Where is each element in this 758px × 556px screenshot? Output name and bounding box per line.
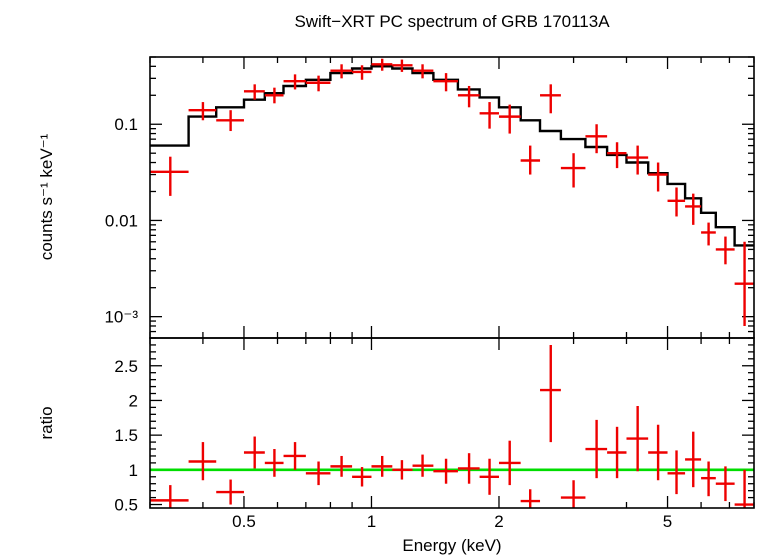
y-tick-label: 2 bbox=[129, 391, 138, 410]
ratio-panel: 0.5 1 1.5 2 2.5 ratio bbox=[37, 337, 755, 515]
data-point bbox=[685, 193, 702, 225]
data-point bbox=[433, 458, 458, 484]
data-point bbox=[479, 102, 499, 129]
data-point bbox=[283, 74, 306, 90]
x-tick-label: 0.5 bbox=[232, 512, 256, 531]
data-point bbox=[715, 466, 735, 502]
data-point bbox=[648, 424, 668, 481]
data-point bbox=[305, 75, 331, 92]
data-point bbox=[667, 450, 686, 495]
ratio-data-points bbox=[150, 344, 754, 508]
spectrum-data-points bbox=[150, 58, 754, 326]
data-point bbox=[701, 222, 716, 246]
y-tick-label: 2.5 bbox=[114, 357, 138, 376]
data-point bbox=[264, 449, 284, 477]
data-point bbox=[498, 104, 521, 134]
data-point bbox=[648, 162, 668, 192]
y-tick-label: 0.1 bbox=[114, 115, 138, 134]
data-point bbox=[540, 344, 561, 443]
data-point bbox=[243, 84, 265, 100]
data-point bbox=[701, 461, 716, 497]
data-point bbox=[734, 469, 754, 508]
data-point bbox=[540, 84, 561, 114]
data-point bbox=[188, 442, 217, 481]
spectrum-y-tick-labels: 0.1 0.01 10⁻³ bbox=[104, 115, 138, 326]
data-point bbox=[479, 458, 499, 495]
data-point bbox=[607, 426, 627, 479]
ratio-panel-frame bbox=[149, 337, 755, 509]
ratio-panel-ticks bbox=[149, 338, 755, 508]
data-point bbox=[330, 64, 353, 79]
data-point bbox=[264, 87, 284, 104]
data-point bbox=[685, 431, 702, 488]
data-point bbox=[150, 485, 189, 508]
spectrum-panel-frame bbox=[149, 56, 755, 339]
data-point bbox=[371, 58, 393, 71]
y-tick-label: 1.5 bbox=[114, 426, 138, 445]
chart-title: Swift−XRT PC spectrum of GRB 170113A bbox=[294, 12, 610, 31]
spectrum-panel-ticks bbox=[149, 56, 755, 339]
ratio-y-tick-labels: 0.5 1 1.5 2 2.5 bbox=[114, 357, 138, 515]
ratio-y-axis-label: ratio bbox=[37, 406, 56, 439]
data-point bbox=[520, 489, 541, 508]
data-point bbox=[520, 145, 541, 175]
data-point bbox=[412, 454, 434, 477]
data-point bbox=[433, 73, 458, 92]
data-point bbox=[392, 59, 413, 72]
data-point bbox=[585, 124, 608, 154]
data-point bbox=[626, 145, 649, 175]
data-point bbox=[188, 102, 217, 121]
data-point bbox=[607, 142, 627, 169]
spectrum-y-axis-label: counts s⁻¹ keV⁻¹ bbox=[37, 133, 56, 260]
data-point bbox=[352, 467, 372, 487]
y-tick-label: 10⁻³ bbox=[104, 308, 138, 327]
x-tick-labels: 0.5 1 2 5 bbox=[232, 512, 672, 531]
data-point bbox=[585, 419, 608, 479]
data-point bbox=[734, 241, 754, 326]
y-tick-label: 0.5 bbox=[114, 496, 138, 515]
data-point bbox=[412, 64, 434, 79]
data-point bbox=[560, 480, 586, 508]
data-point bbox=[457, 85, 480, 108]
data-point bbox=[243, 436, 265, 469]
y-tick-label: 0.01 bbox=[105, 211, 138, 230]
x-tick-label: 1 bbox=[367, 512, 376, 531]
data-point bbox=[305, 461, 331, 486]
data-point bbox=[392, 460, 413, 480]
data-point bbox=[626, 406, 649, 472]
x-axis-label: Energy (keV) bbox=[402, 536, 501, 555]
data-point bbox=[457, 453, 480, 484]
data-point bbox=[498, 440, 521, 486]
x-tick-label: 5 bbox=[663, 512, 672, 531]
x-tick-label: 2 bbox=[494, 512, 503, 531]
data-point bbox=[715, 236, 735, 265]
data-point bbox=[667, 187, 686, 217]
data-point bbox=[560, 153, 586, 188]
data-point bbox=[352, 65, 372, 80]
data-point bbox=[371, 455, 393, 477]
data-point bbox=[330, 455, 353, 477]
data-point bbox=[216, 479, 244, 505]
data-point bbox=[216, 110, 244, 132]
spectrum-panel: 0.1 0.01 10⁻³ counts s⁻¹ keV⁻¹ bbox=[37, 56, 755, 339]
data-point bbox=[283, 442, 306, 470]
model-curve bbox=[150, 65, 754, 247]
y-tick-label: 1 bbox=[129, 461, 138, 480]
data-point bbox=[150, 156, 189, 196]
